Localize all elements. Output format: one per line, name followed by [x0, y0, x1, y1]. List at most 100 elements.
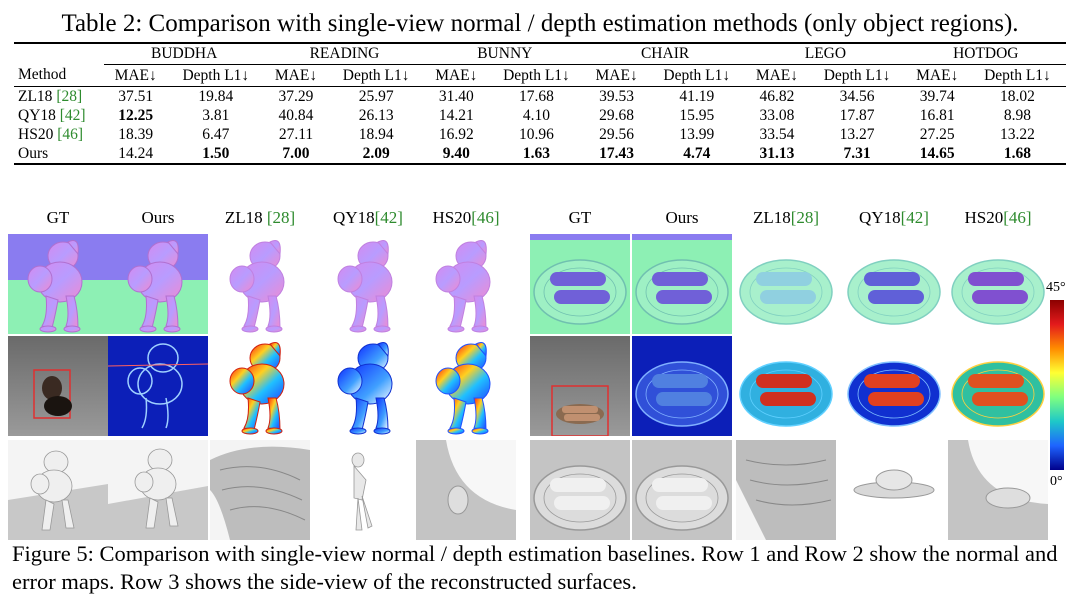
ours-error-map-hotdog	[632, 336, 732, 436]
cell-value: 31.13	[759, 144, 795, 162]
table-cell: 26.13	[328, 106, 425, 125]
cell-value: 29.68	[599, 106, 635, 124]
cell-value: 37.51	[118, 87, 154, 105]
ours-side-view	[108, 440, 208, 540]
cell-value: 14.21	[438, 106, 474, 124]
cell-value: 6.47	[202, 125, 230, 143]
table-cell: 10.96	[488, 125, 585, 144]
hs20-normal-map	[416, 234, 516, 334]
column-label: GT	[46, 208, 70, 227]
table-cell: 16.92	[425, 125, 488, 144]
citation-link[interactable]: [46]	[471, 208, 500, 227]
column-label: QY18	[333, 208, 375, 227]
cell-value: 18.39	[118, 125, 154, 143]
cell-value: 26.13	[358, 106, 394, 124]
metric-header: MAE↓	[745, 64, 809, 87]
cell-value: 13.27	[839, 125, 875, 143]
zl18-error-map	[210, 336, 310, 436]
table-row: ZL18 [28] 37.51 19.84 37.29 25.97 31.40 17.68 3…	[14, 87, 1066, 107]
metric-header: Depth L1↓	[648, 64, 746, 87]
ours-normal-map	[108, 234, 208, 334]
table-cell: 16.81	[906, 106, 969, 125]
table-cell: 18.94	[328, 125, 425, 144]
table-cell: 37.51	[104, 87, 167, 107]
table-cell: 33.08	[745, 106, 808, 125]
figure-column-header: QY18[42]	[318, 208, 418, 228]
table-cell: 1.63	[487, 144, 585, 165]
cell-value: 31.40	[438, 87, 474, 105]
cell-value: 39.53	[599, 87, 635, 105]
metric-header: MAE↓	[104, 64, 168, 87]
column-label: GT	[568, 208, 592, 227]
metric-header: Depth L1↓	[327, 64, 425, 87]
cell-value: 10.96	[519, 125, 554, 143]
table-cell: 31.40	[425, 87, 488, 107]
zl18-normal-map-hotdog	[736, 234, 836, 334]
column-label: HS20	[964, 208, 1004, 227]
metric-header: MAE↓	[424, 64, 488, 87]
dataset-header: CHAIR	[584, 44, 746, 65]
method-name: HS20 [46]	[14, 125, 104, 144]
table-cell: 13.22	[969, 125, 1066, 144]
table-cell: 15.95	[648, 106, 745, 125]
cell-value: 3.81	[202, 106, 230, 124]
table-cell: 17.68	[488, 87, 585, 107]
citation-link[interactable]: [42]	[900, 208, 929, 227]
cell-value: 1.63	[522, 144, 551, 162]
cell-value: 16.81	[919, 106, 955, 124]
cell-value: 37.29	[278, 87, 314, 105]
table-cell: 13.99	[648, 125, 745, 144]
qy18-normal-map	[318, 234, 418, 334]
citation-link[interactable]: [46]	[1003, 208, 1032, 227]
table-cell: 7.31	[808, 144, 906, 165]
cell-value: 33.08	[759, 106, 795, 124]
table-row: Ours 14.24 1.50 7.00 2.09 9.40 1.63 17.43 4.74 31…	[14, 144, 1066, 165]
method-label: QY18	[18, 106, 60, 124]
zl18-side-view	[210, 440, 310, 540]
citation-link[interactable]: [28]	[266, 208, 296, 227]
citation-link[interactable]: [42]	[374, 208, 403, 227]
cell-value: 18.94	[358, 125, 394, 143]
cell-value: 46.82	[759, 87, 795, 105]
cell-value: 34.56	[839, 87, 875, 105]
table-cell: 13.27	[809, 125, 906, 144]
table-cell: 17.43	[584, 144, 649, 165]
figure-column-header: GT	[8, 208, 108, 228]
citation-link[interactable]: [28]	[56, 87, 83, 105]
cell-value: 4.74	[683, 144, 711, 162]
cell-value: 13.99	[679, 125, 715, 143]
table-cell: 33.54	[745, 125, 808, 144]
cell-value: 13.22	[1000, 125, 1035, 143]
column-label: ZL18	[752, 208, 791, 227]
metric-header: MAE↓	[905, 64, 969, 87]
metric-header: Depth L1↓	[808, 64, 906, 87]
citation-link[interactable]: [28]	[790, 208, 820, 227]
hs20-error-map	[416, 336, 516, 436]
citation-link[interactable]: [42]	[59, 106, 86, 124]
table-cell: 14.21	[425, 106, 488, 125]
method-header: Method	[14, 64, 104, 87]
figure-caption: Figure 5: Comparison with single-view no…	[12, 541, 1058, 594]
cell-value: 14.65	[919, 144, 955, 162]
table-cell: 34.56	[809, 87, 906, 107]
qy18-side-view	[318, 440, 418, 540]
table-cell: 27.11	[264, 125, 327, 144]
table-row: HS20 [46] 18.39 6.47 27.11 18.94 16.92 10.96 29…	[14, 125, 1066, 144]
hs20-side-view	[416, 440, 516, 540]
citation-link[interactable]: [46]	[57, 125, 84, 143]
hs20-side-view-hotdog	[948, 440, 1048, 540]
zl18-normal-map	[210, 234, 310, 334]
cell-value: 40.84	[278, 106, 314, 124]
cell-value: 29.56	[599, 125, 635, 143]
table-cell: 18.39	[104, 125, 167, 144]
hs20-normal-map-hotdog	[948, 234, 1048, 334]
cell-value: 33.54	[759, 125, 795, 143]
cell-value: 9.40	[442, 144, 470, 162]
table-cell: 2.09	[327, 144, 425, 165]
metric-header: Depth L1↓	[487, 64, 585, 87]
dataset-header: BUNNY	[424, 44, 585, 65]
error-colorbar	[1050, 300, 1064, 470]
table-cell: 29.56	[585, 125, 648, 144]
column-label: Ours	[665, 208, 699, 227]
dataset-header: LEGO	[745, 44, 906, 65]
